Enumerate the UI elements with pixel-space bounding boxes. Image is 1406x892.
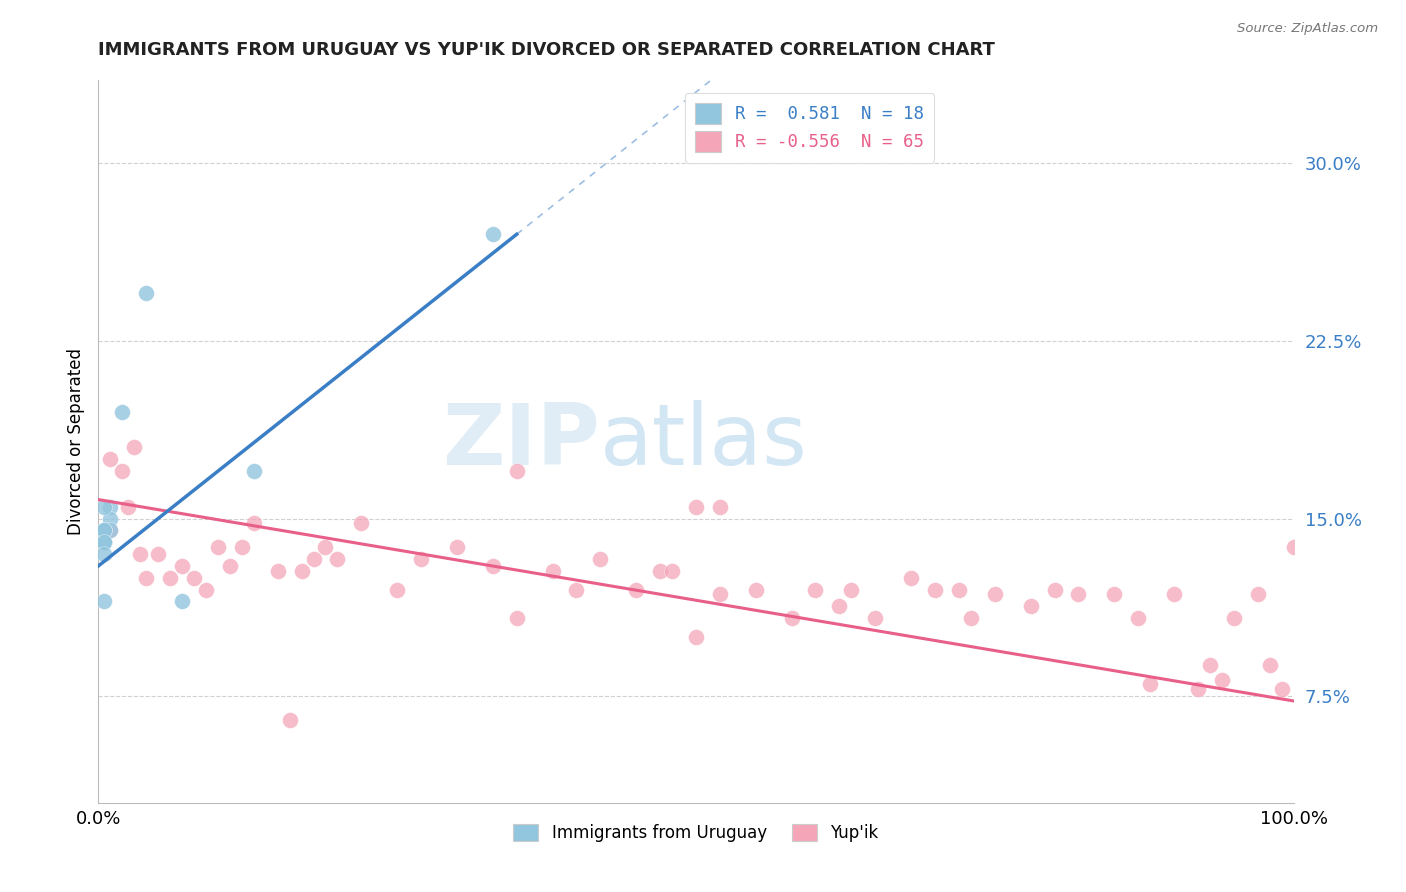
Point [243,516,266,531]
Text: Source: ZipAtlas.com: Source: ZipAtlas.com [1237,22,1378,36]
Point [648,564,672,578]
Point [219,558,242,573]
Point [709,587,731,601]
Point [385,582,409,597]
Point [98,452,122,467]
Point [98,524,122,538]
Point [506,611,529,625]
Point [1199,658,1222,673]
Point [111,464,134,478]
Point [481,227,505,242]
Point [745,582,768,597]
Point [1282,540,1305,554]
Point [1104,587,1126,601]
Point [117,500,139,514]
Point [315,540,337,554]
Point [900,571,922,585]
Point [302,551,325,566]
Text: ZIP: ZIP [443,400,600,483]
Point [948,582,970,597]
Point [267,564,290,578]
Point [709,500,731,514]
Point [828,599,851,614]
Point [93,535,115,549]
Y-axis label: Divorced or Separated: Divorced or Separated [66,348,84,535]
Point [481,558,505,573]
Point [231,540,253,554]
Point [93,535,115,549]
Point [172,594,194,608]
Point [98,524,122,538]
Point [626,582,648,597]
Point [93,535,115,549]
Point [291,564,314,578]
Point [278,713,301,727]
Point [135,571,157,585]
Point [98,500,122,514]
Text: IMMIGRANTS FROM URUGUAY VS YUP'IK DIVORCED OR SEPARATED CORRELATION CHART: IMMIGRANTS FROM URUGUAY VS YUP'IK DIVORC… [98,41,995,59]
Point [93,594,115,608]
Point [565,582,588,597]
Point [93,547,115,561]
Point [841,582,863,597]
Point [506,464,529,478]
Point [93,524,115,538]
Point [195,582,218,597]
Point [541,564,564,578]
Point [129,547,152,561]
Point [93,524,115,538]
Point [685,630,707,644]
Legend: Immigrants from Uruguay, Yup'ik: Immigrants from Uruguay, Yup'ik [506,817,886,848]
Point [159,571,181,585]
Point [1043,582,1066,597]
Point [1187,682,1209,697]
Point [1163,587,1185,601]
Point [183,571,205,585]
Point [1211,673,1233,687]
Point [1271,682,1294,697]
Point [924,582,946,597]
Point [243,464,266,478]
Point [984,587,1007,601]
Point [804,582,827,597]
Point [1223,611,1246,625]
Point [135,286,157,301]
Point [93,524,115,538]
Point [411,551,433,566]
Point [207,540,229,554]
Point [446,540,468,554]
Point [960,611,983,625]
Point [326,551,349,566]
Point [93,535,115,549]
Point [685,500,707,514]
Point [172,558,194,573]
Point [124,441,146,455]
Point [865,611,887,625]
Point [350,516,373,531]
Point [589,551,612,566]
Point [1139,677,1161,691]
Point [1247,587,1270,601]
Point [1067,587,1090,601]
Point [1258,658,1281,673]
Text: atlas: atlas [600,400,808,483]
Point [1019,599,1042,614]
Point [98,511,122,525]
Point [111,405,134,419]
Point [93,500,115,514]
Point [780,611,803,625]
Point [148,547,170,561]
Point [1128,611,1150,625]
Point [661,564,683,578]
